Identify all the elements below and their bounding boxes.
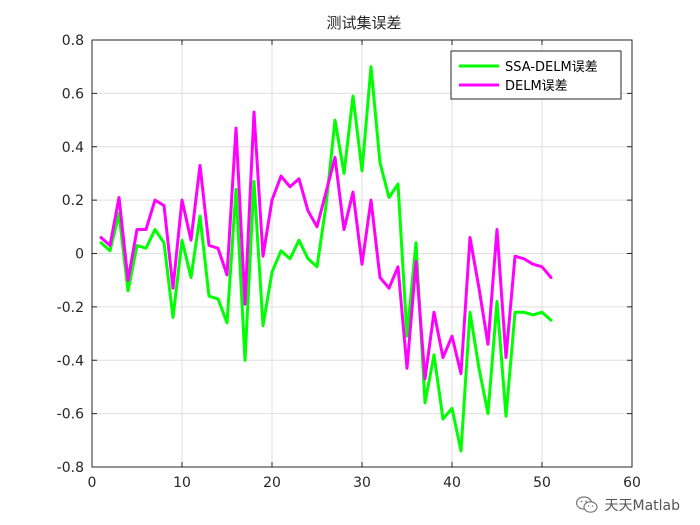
- y-tick-labels: -0.8 -0.6 -0.4 -0.2 0 0.2 0.4 0.6 0.8: [57, 33, 84, 476]
- y-tick-label: 0.4: [62, 140, 84, 156]
- legend-label-1: SSA-DELM误差: [505, 60, 598, 75]
- ticks: [91, 39, 633, 468]
- y-tick-label: -0.2: [57, 300, 84, 316]
- y-tick-label: -0.8: [57, 460, 84, 476]
- legend-box: [450, 50, 622, 100]
- legend-label-2: DELM误差: [505, 79, 568, 94]
- x-tick-label: 40: [443, 475, 461, 491]
- series-line-1: [99, 65, 553, 453]
- y-tick-label: 0.8: [62, 33, 84, 49]
- x-tick-label: 20: [263, 475, 281, 491]
- y-tick-label: -0.6: [57, 407, 84, 423]
- watermark: 天天Matlab: [576, 495, 680, 515]
- x-tick-label: 10: [173, 475, 191, 491]
- wechat-icon: [576, 496, 599, 513]
- x-tick-label: 0: [88, 475, 97, 491]
- series-line-2: [99, 110, 553, 381]
- watermark-text: 天天Matlab: [604, 498, 680, 514]
- x-tick-label: 50: [533, 475, 551, 491]
- x-tick-labels: 0 10 20 30 40 50 60: [88, 475, 641, 491]
- legend: SSA-DELM误差 DELM误差: [450, 50, 622, 100]
- y-tick-label: 0.2: [62, 193, 84, 209]
- x-tick-label: 30: [353, 475, 371, 491]
- y-tick-label: -0.4: [57, 353, 84, 369]
- x-tick-label: 60: [623, 475, 641, 491]
- y-tick-label: 0: [75, 247, 84, 263]
- grid: [92, 40, 632, 467]
- plot-area: 0 10 20 30 40 50 60 -0.8 -0.6 -0.4 -0.2 0 0.2 0.4 0.6…: [57, 33, 641, 491]
- series-layer: [99, 65, 553, 453]
- y-tick-label: 0.6: [62, 86, 84, 102]
- chart-title: 测试集误差: [326, 14, 401, 32]
